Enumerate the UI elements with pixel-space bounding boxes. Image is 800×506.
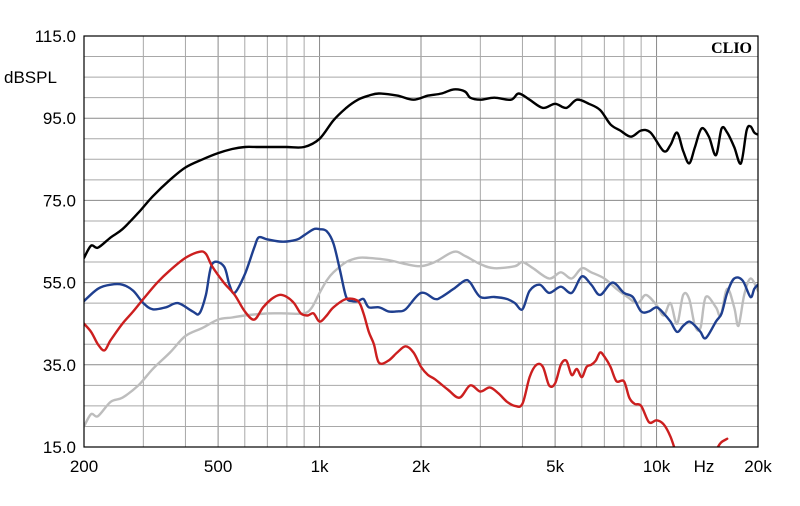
y-tick-label: 15.0 — [43, 438, 76, 457]
clio-brand-label: CLIO — [711, 40, 752, 57]
y-tick-label: 55.0 — [43, 274, 76, 293]
y-tick-label: 75.0 — [43, 191, 76, 210]
x-tick-label: 20k — [744, 457, 772, 476]
plot-frame — [83, 35, 759, 448]
y-axis-label: dBSPL — [4, 68, 57, 87]
x-tick-label: 500 — [204, 457, 232, 476]
x-tick-label: 1k — [311, 457, 329, 476]
grid — [84, 36, 758, 447]
x-axis-unit-label: Hz — [694, 457, 715, 476]
y-tick-label: 95.0 — [43, 109, 76, 128]
series-line-3 — [84, 227, 758, 340]
x-tick-label: 5k — [546, 457, 564, 476]
x-tick-label: 2k — [412, 457, 430, 476]
series-line-4 — [84, 250, 729, 447]
x-tick-label: 10k — [643, 457, 671, 476]
x-tick-label: 200 — [70, 457, 98, 476]
y-tick-label: 35.0 — [43, 356, 76, 375]
y-axis-ticks: 15.0 35.0 55.0 75.0 95.0 115.0 — [35, 27, 76, 457]
y-tick-label: 115.0 — [35, 27, 76, 46]
x-axis-ticks: 200 500 1k 2k 5k 10k 20k — [70, 457, 772, 476]
series-line-1 — [84, 88, 758, 260]
series-layer — [84, 88, 758, 447]
